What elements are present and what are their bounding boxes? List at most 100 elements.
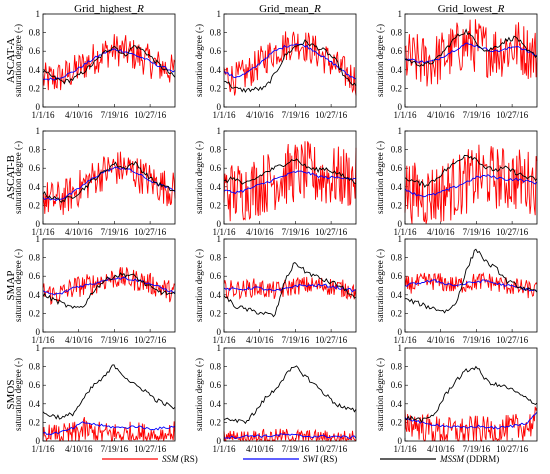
y-tick-label: 0.6: [210, 46, 222, 56]
x-tick-label: 7/19/16: [463, 335, 491, 345]
x-tick-label: 1/1/16: [31, 335, 55, 345]
y-tick-label: 1: [398, 9, 403, 19]
x-tick-label: 1/1/16: [31, 227, 55, 237]
x-tick-label: 7/19/16: [101, 444, 129, 454]
ssm-series-line: [42, 151, 176, 215]
y-tick-label: 0.4: [29, 182, 41, 192]
y-tick-label: 0.8: [29, 253, 41, 263]
x-tick-label: 1/1/16: [212, 444, 236, 454]
y-tick-label: 0.8: [391, 253, 403, 263]
x-tick-label: 10/27/16: [496, 444, 529, 454]
y-tick-label: 0.4: [29, 65, 41, 75]
panel-ascata-2: saturation degree (-) 0 0.2 0.4 0.6 0.8 1 1/1/1…: [375, 9, 538, 120]
y-tick-label: 0.4: [391, 399, 403, 409]
legend-series-name: SWI: [303, 454, 319, 464]
y-tick-label: 0.4: [391, 182, 403, 192]
x-tick-label: 4/10/16: [427, 227, 455, 237]
x-tick-label: 7/19/16: [282, 110, 310, 120]
x-tick-label: 4/10/16: [246, 227, 274, 237]
y-tick-label: 0.2: [210, 83, 221, 93]
row-title: SMAP: [5, 271, 17, 301]
y-tick-label: 0.6: [391, 46, 403, 56]
y-tick-label: 0.2: [391, 417, 402, 427]
y-tick-label: 0.6: [210, 271, 222, 281]
legend-label-mssm: MSSM (DDRM): [439, 454, 499, 464]
y-tick-label: 0.6: [29, 380, 41, 390]
x-tick-label: 10/27/16: [496, 335, 529, 345]
panel-ascatb-0: saturation degree (-) 0 0.2 0.4 0.6 0.8 1 1/1/1…: [13, 126, 176, 237]
swi-series-line: [223, 43, 357, 80]
y-tick-label: 0.2: [210, 200, 221, 210]
x-tick-label: 4/10/16: [65, 110, 93, 120]
panel-frame: [223, 347, 357, 442]
x-tick-label: 10/27/16: [496, 110, 529, 120]
y-tick-label: 0.8: [391, 145, 403, 155]
y-tick-label: 0.8: [29, 145, 41, 155]
x-tick-label: 10/27/16: [315, 110, 348, 120]
mssm-series-line: [223, 39, 357, 93]
mssm-series-line: [223, 158, 357, 185]
swi-series-line: [404, 279, 538, 293]
mssm-series-line: [223, 365, 357, 425]
legend-series-tag: (RS): [318, 454, 337, 464]
x-tick-label: 1/1/16: [393, 444, 417, 454]
mssm-series-line: [223, 261, 357, 318]
panel-frame: [42, 347, 176, 442]
y-tick-label: 0.6: [391, 380, 403, 390]
mssm-series-line: [42, 272, 176, 309]
swi-series-line: [42, 421, 176, 436]
y-axis-label: saturation degree (-): [13, 24, 23, 97]
x-tick-label: 10/27/16: [496, 227, 529, 237]
ssm-series-line: [404, 19, 538, 87]
panel-frame: [223, 13, 357, 108]
ssm-series-line: [404, 144, 538, 224]
y-tick-label: 1: [217, 234, 222, 244]
y-tick-label: 0: [398, 102, 403, 112]
y-tick-label: 0.2: [391, 308, 402, 318]
swi-series-line: [404, 42, 538, 64]
y-tick-label: 0.4: [391, 65, 403, 75]
y-tick-label: 1: [36, 9, 41, 19]
panel-smos-1: saturation degree (-) 0 0.2 0.4 0.6 0.8 1 1/1/1…: [194, 343, 357, 454]
panel-ascata-0: saturation degree (-) 0 0.2 0.4 0.6 0.8 1 1/1/1…: [13, 9, 176, 120]
x-tick-label: 1/1/16: [212, 335, 236, 345]
mssm-series-line: [42, 160, 176, 203]
y-tick-label: 0.2: [29, 83, 40, 93]
x-tick-label: 1/1/16: [393, 227, 417, 237]
y-tick-label: 0.2: [391, 200, 402, 210]
legend-label-ssm: SSM (RS): [162, 454, 198, 464]
y-tick-label: 0.6: [391, 271, 403, 281]
x-tick-label: 7/19/16: [282, 335, 310, 345]
y-tick-label: 0: [217, 219, 222, 229]
x-tick-label: 10/27/16: [134, 110, 167, 120]
x-tick-label: 1/1/16: [212, 110, 236, 120]
panel-frame: [404, 238, 538, 333]
column-title: Grid_highest_R: [74, 3, 144, 15]
x-tick-label: 1/1/16: [393, 110, 417, 120]
row-title: ASCAT-A: [5, 38, 17, 83]
y-tick-label: 0.6: [391, 163, 403, 173]
y-tick-label: 0.2: [29, 308, 40, 318]
x-tick-label: 7/19/16: [101, 227, 129, 237]
y-tick-label: 1: [217, 126, 222, 136]
y-tick-label: 0.4: [210, 290, 222, 300]
legend-series-tag: (RS): [179, 454, 198, 464]
x-tick-label: 7/19/16: [101, 110, 129, 120]
y-tick-label: 0.2: [29, 200, 40, 210]
x-tick-label: 7/19/16: [282, 227, 310, 237]
x-tick-label: 10/27/16: [134, 444, 167, 454]
swi-series-line: [404, 411, 538, 430]
panel-frame: [223, 130, 357, 225]
y-tick-label: 1: [36, 343, 41, 353]
ssm-series-line: [223, 276, 357, 300]
y-tick-label: 0.8: [29, 28, 41, 38]
x-tick-label: 4/10/16: [65, 444, 93, 454]
column-title-suffix: R: [313, 3, 321, 15]
x-tick-label: 1/1/16: [393, 335, 417, 345]
y-axis-label: saturation degree (-): [375, 24, 385, 97]
legend-series-name: SSM: [162, 454, 179, 464]
ssm-series-line: [42, 416, 176, 442]
y-tick-label: 0: [36, 436, 41, 446]
ssm-series-line: [223, 141, 357, 222]
